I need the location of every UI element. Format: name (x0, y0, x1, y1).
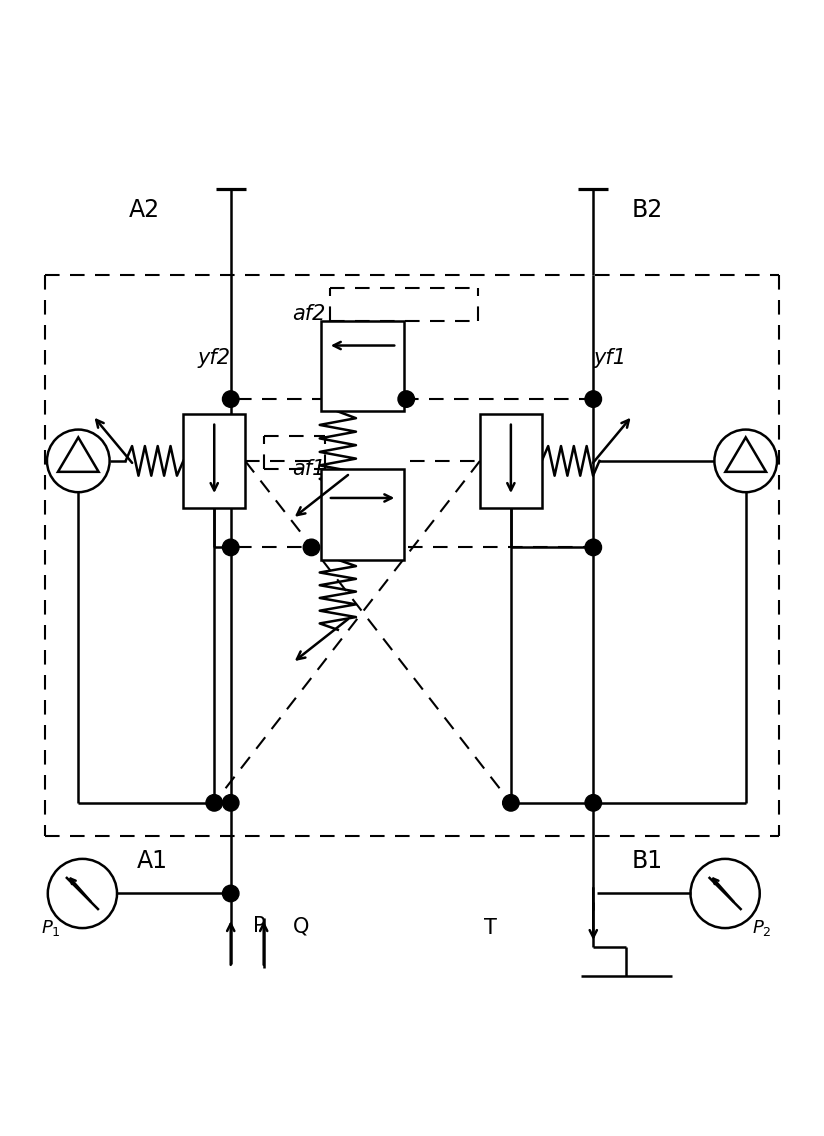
Circle shape (585, 540, 602, 556)
Text: af1: af1 (293, 459, 325, 479)
Circle shape (222, 391, 239, 408)
Text: Q: Q (293, 917, 309, 936)
Text: $P_2$: $P_2$ (751, 918, 771, 938)
Text: A1: A1 (137, 849, 168, 872)
Circle shape (585, 391, 602, 408)
Text: af2: af2 (293, 304, 325, 324)
Bar (183, 414, 245, 508)
Circle shape (222, 885, 239, 902)
Circle shape (398, 391, 414, 408)
Bar (480, 414, 541, 508)
Circle shape (206, 794, 222, 811)
Text: $P_1$: $P_1$ (41, 918, 61, 938)
Text: yf2: yf2 (198, 348, 231, 368)
Text: P: P (253, 917, 266, 936)
Text: B2: B2 (631, 198, 662, 222)
Text: yf1: yf1 (593, 348, 626, 368)
Circle shape (503, 794, 519, 811)
Bar (321, 469, 404, 560)
Circle shape (303, 540, 320, 556)
Text: B1: B1 (631, 849, 662, 872)
Circle shape (585, 794, 602, 811)
Bar (321, 320, 404, 411)
Circle shape (222, 794, 239, 811)
Circle shape (222, 540, 239, 556)
Text: A2: A2 (129, 198, 160, 222)
Text: T: T (484, 918, 497, 938)
